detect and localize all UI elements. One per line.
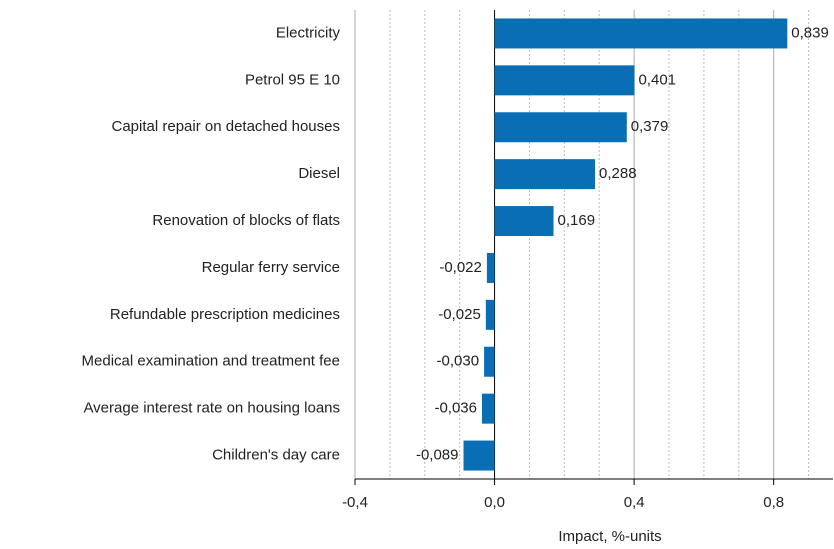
y-tick-label: Electricity (276, 24, 341, 41)
data-label: 0,379 (631, 118, 669, 135)
data-label: -0,030 (437, 353, 480, 370)
bar (463, 440, 495, 471)
bar (494, 206, 554, 237)
data-label: -0,022 (439, 259, 482, 276)
bar (494, 112, 627, 143)
y-tick-label: Medical examination and treatment fee (82, 353, 340, 370)
y-tick-label: Average interest rate on housing loans (83, 400, 340, 417)
bar (494, 159, 596, 190)
data-label: 0,169 (558, 212, 596, 229)
y-tick-label: Children's day care (212, 447, 340, 464)
y-tick-label: Renovation of blocks of flats (152, 212, 340, 229)
y-tick-label: Refundable prescription medicines (110, 306, 340, 323)
bar (482, 393, 495, 424)
data-label: -0,089 (416, 447, 459, 464)
y-tick-label: Capital repair on detached houses (112, 118, 341, 135)
y-tick-label: Regular ferry service (202, 259, 340, 276)
x-tick-label: 0,0 (484, 494, 505, 511)
x-axis-label: Impact, %-units (558, 528, 661, 545)
bar (485, 299, 495, 330)
x-tick-label: 0,8 (763, 494, 784, 511)
x-tick-label: 0,4 (624, 494, 645, 511)
bar (486, 252, 495, 283)
y-tick-label: Diesel (298, 165, 340, 182)
data-label: -0,036 (434, 400, 477, 417)
bar (484, 346, 495, 377)
data-label: 0,839 (791, 24, 829, 41)
y-tick-label: Petrol 95 E 10 (245, 71, 340, 88)
data-label: 0,288 (599, 165, 637, 182)
data-label: -0,025 (438, 306, 481, 323)
x-tick-label: -0,4 (342, 494, 368, 511)
bar (494, 18, 788, 49)
data-label: 0,401 (638, 71, 676, 88)
bar (494, 65, 635, 96)
